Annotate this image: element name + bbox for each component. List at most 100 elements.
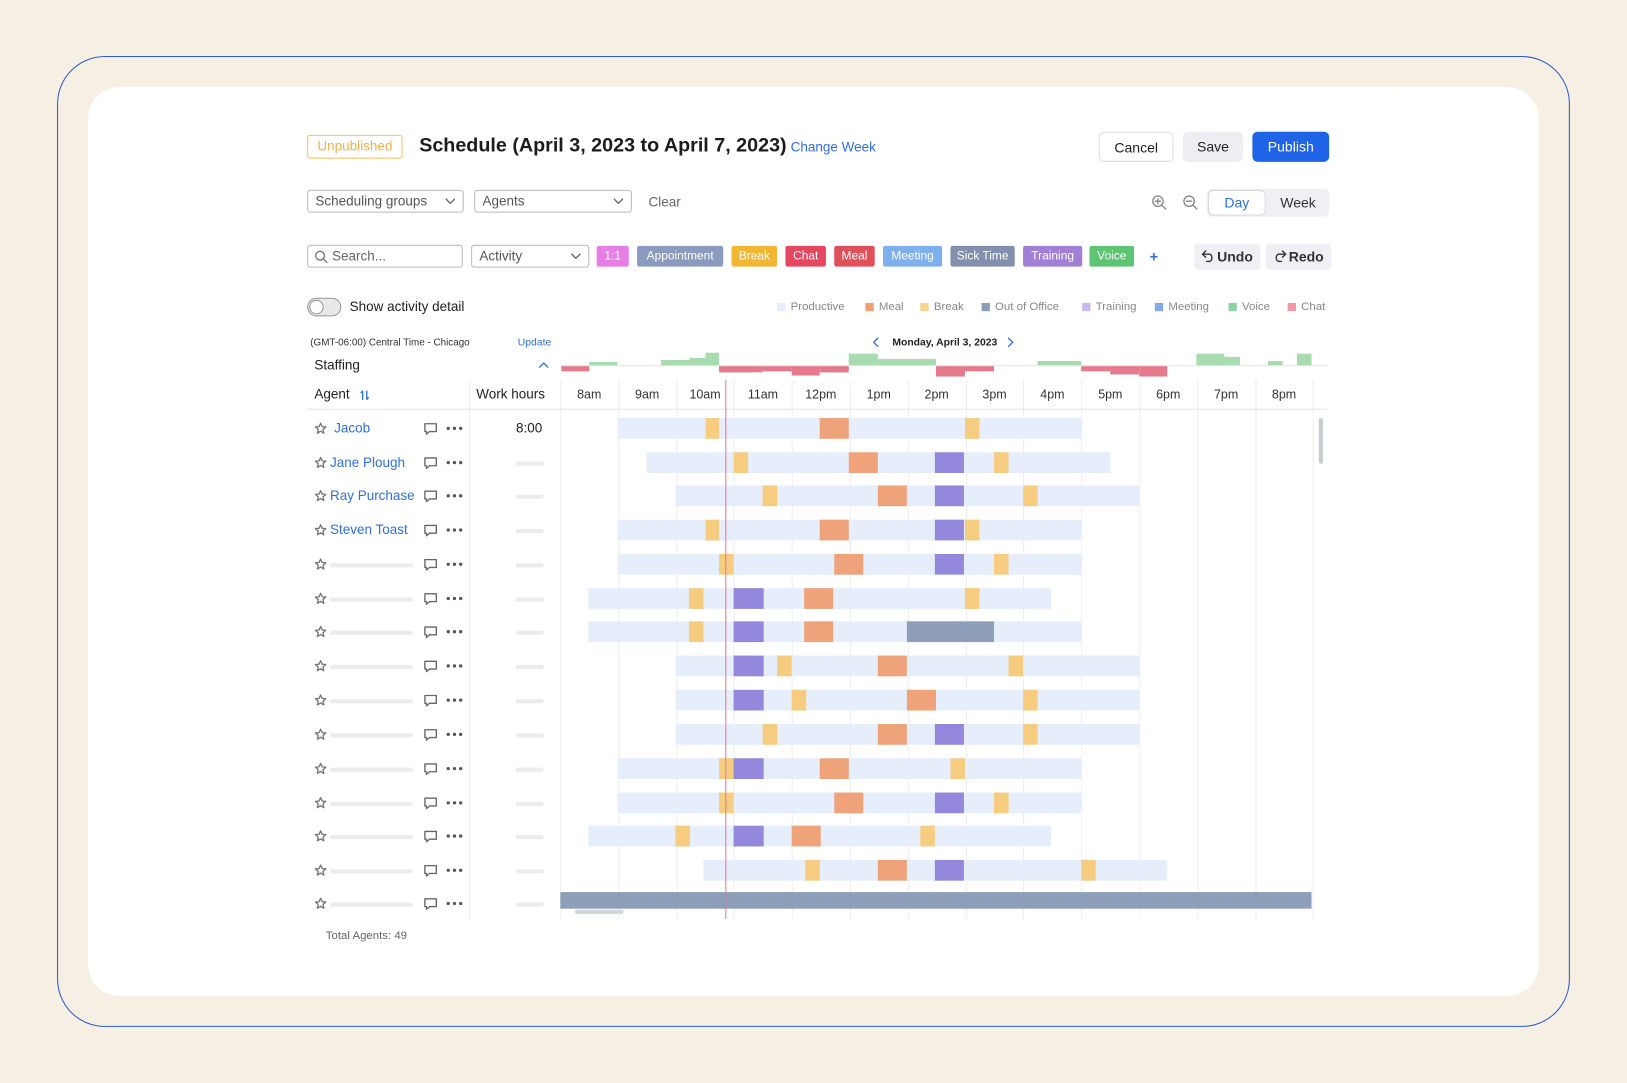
activity-block[interactable] [1023, 689, 1038, 711]
activity-block[interactable] [848, 452, 878, 474]
change-week-link[interactable]: Change Week [790, 138, 876, 155]
activity-block[interactable] [804, 621, 834, 643]
activity-block[interactable] [934, 792, 964, 814]
more-menu[interactable] [446, 766, 463, 771]
activity-block[interactable] [934, 859, 964, 881]
header-button[interactable]: Cancel [1098, 131, 1174, 162]
activity-block[interactable] [1081, 859, 1096, 881]
activity-block[interactable] [877, 859, 907, 881]
activity-chip[interactable]: Training [1023, 245, 1083, 267]
activity-block[interactable] [934, 519, 964, 541]
more-menu[interactable] [446, 901, 463, 906]
activity-block[interactable] [934, 724, 964, 745]
activity-block[interactable] [906, 621, 995, 643]
activity-block[interactable] [964, 418, 980, 439]
message-icon[interactable] [423, 864, 438, 877]
next-day[interactable] [1007, 337, 1014, 348]
activity-chip[interactable]: Meal [834, 245, 875, 267]
activity-block[interactable] [675, 825, 691, 847]
favorite-star[interactable] [314, 456, 327, 469]
favorite-star[interactable] [314, 625, 327, 638]
more-menu[interactable] [446, 630, 463, 634]
agent-name[interactable]: Steven Toast [329, 521, 408, 538]
search-input[interactable]: Search... [307, 244, 463, 268]
activity-block[interactable] [733, 588, 764, 609]
favorite-star[interactable] [314, 728, 327, 740]
activity-block[interactable] [1023, 485, 1038, 507]
activity-block[interactable] [994, 452, 1009, 474]
favorite-star[interactable] [314, 762, 327, 775]
activity-block[interactable] [877, 724, 907, 745]
more-menu[interactable] [446, 698, 463, 702]
favorite-star[interactable] [314, 694, 327, 706]
agent-name[interactable]: Ray Purchase [329, 487, 415, 504]
favorite-star[interactable] [314, 558, 327, 570]
activity-chip[interactable]: Sick Time [950, 245, 1015, 267]
activity-block[interactable] [805, 859, 820, 881]
activity-block[interactable] [934, 452, 964, 474]
more-menu[interactable] [446, 426, 463, 431]
activity-block[interactable] [834, 792, 864, 814]
activity-block[interactable] [733, 825, 764, 847]
activity-block[interactable] [791, 689, 807, 711]
activity-block[interactable] [994, 792, 1009, 814]
activity-block[interactable] [920, 825, 935, 847]
activity-block[interactable] [964, 588, 980, 609]
header-button[interactable]: Publish [1252, 131, 1330, 162]
activity-block[interactable] [719, 758, 734, 780]
activity-block[interactable] [964, 519, 980, 541]
shift-bar[interactable] [617, 758, 1082, 780]
activity-chip[interactable]: Meeting [882, 245, 943, 267]
activity-block[interactable] [777, 655, 792, 677]
more-menu[interactable] [446, 834, 463, 838]
favorite-star[interactable] [314, 797, 327, 809]
more-menu[interactable] [446, 801, 463, 805]
favorite-star[interactable] [314, 830, 327, 842]
staffing-collapse[interactable] [538, 362, 549, 368]
favorite-star[interactable] [314, 489, 327, 502]
redo-button[interactable]: Redo [1265, 243, 1332, 270]
activity-block[interactable] [1023, 724, 1038, 745]
favorite-star[interactable] [314, 592, 327, 604]
shift-bar[interactable] [617, 418, 1082, 439]
detail-toggle[interactable] [307, 297, 342, 317]
agent-name[interactable]: Jacob [334, 420, 371, 436]
activity-block[interactable] [733, 689, 764, 711]
activity-block[interactable] [906, 689, 936, 711]
more-menu[interactable] [446, 562, 463, 566]
shift-bar[interactable] [646, 452, 1111, 474]
message-icon[interactable] [423, 660, 438, 673]
activity-block[interactable] [834, 553, 864, 575]
activity-block[interactable] [705, 418, 720, 439]
favorite-star[interactable] [314, 864, 327, 876]
activity-chip[interactable]: Voice [1089, 245, 1135, 267]
activity-block[interactable] [688, 621, 704, 643]
add-activity[interactable]: + [1149, 247, 1159, 265]
undo-button[interactable]: Undo [1194, 243, 1261, 270]
activity-chip[interactable]: Chat [785, 245, 826, 267]
activity-block[interactable] [819, 758, 849, 780]
message-icon[interactable] [423, 490, 438, 503]
more-menu[interactable] [446, 868, 463, 872]
shift-bar[interactable] [675, 724, 1140, 745]
activity-block[interactable] [791, 825, 821, 847]
message-icon[interactable] [423, 625, 438, 639]
favorite-star[interactable] [314, 897, 327, 909]
activity-block[interactable] [719, 792, 734, 814]
activity-block[interactable] [877, 485, 907, 507]
agents-dropdown[interactable]: Agents [474, 189, 632, 213]
message-icon[interactable] [423, 897, 438, 910]
activity-block[interactable] [733, 758, 764, 780]
favorite-star[interactable] [314, 422, 327, 434]
sort-icon[interactable] [360, 390, 370, 401]
activity-block[interactable] [877, 655, 907, 677]
shift-bar[interactable] [617, 519, 1082, 541]
activity-chip[interactable]: 1:1 [596, 245, 629, 267]
activity-block[interactable] [762, 485, 778, 507]
activity-block[interactable] [733, 655, 764, 677]
view-day[interactable]: Day [1208, 190, 1265, 215]
message-icon[interactable] [423, 456, 438, 470]
activity-block[interactable] [994, 553, 1009, 575]
groups-dropdown[interactable]: Scheduling groups [307, 189, 464, 213]
zoom-in[interactable] [1151, 194, 1168, 211]
